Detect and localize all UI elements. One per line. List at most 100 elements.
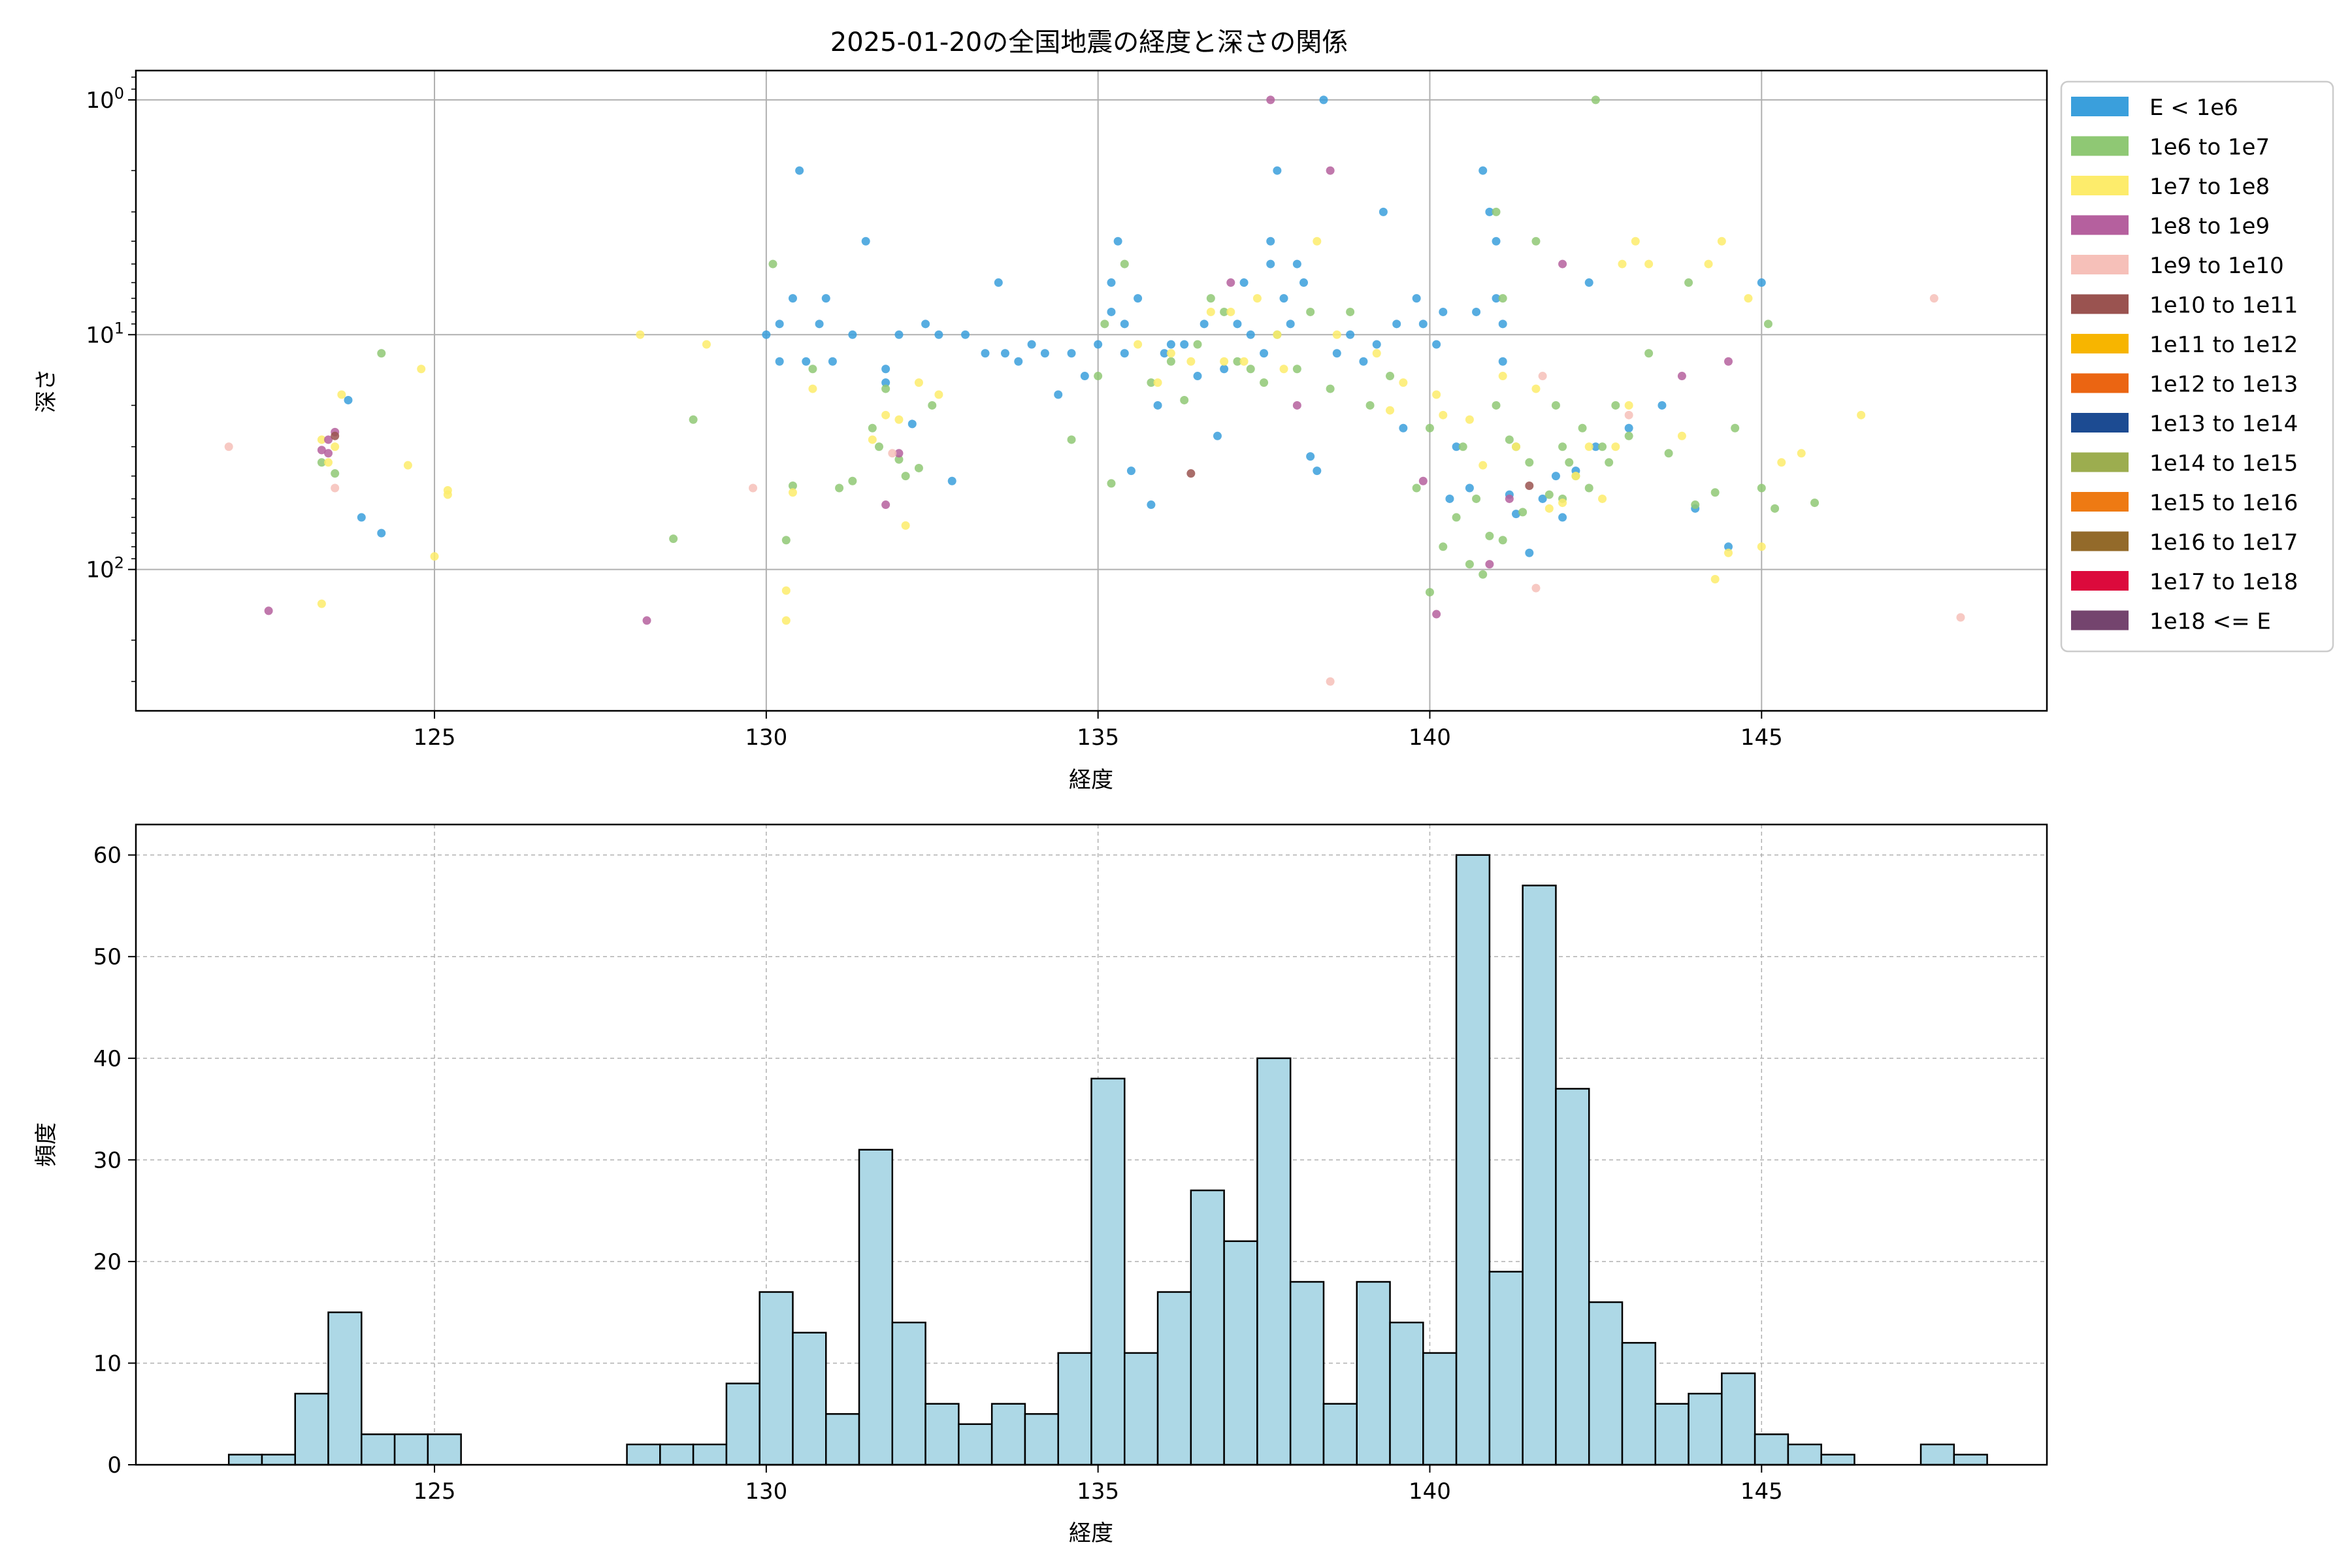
histogram-bar	[1721, 1372, 1756, 1466]
scatter-point	[1498, 372, 1507, 381]
legend-swatch	[2071, 136, 2129, 156]
scatter-point	[775, 319, 784, 329]
scatter-point	[1246, 330, 1255, 339]
histogram-bar	[891, 1321, 926, 1466]
histogram-bar	[990, 1403, 1026, 1466]
scatter-point	[1624, 400, 1633, 410]
scatter-x-axis: 125 130 135 140 145	[414, 711, 1783, 751]
scatter-point	[1771, 504, 1780, 513]
scatter-point	[1478, 166, 1488, 175]
scatter-point	[788, 294, 797, 303]
histogram-bar	[1953, 1454, 1988, 1466]
scatter-point	[1544, 490, 1554, 499]
histogram-bar	[1555, 1088, 1590, 1466]
histogram-y-tick-label: 10	[93, 1350, 122, 1377]
histogram-bar	[1356, 1281, 1391, 1466]
scatter-point	[1857, 410, 1866, 419]
legend-swatch	[2071, 373, 2129, 393]
scatter-point	[1306, 307, 1315, 316]
scatter-point	[1120, 349, 1129, 358]
scatter-point	[1578, 423, 1587, 433]
scatter-point	[1193, 372, 1202, 381]
histogram-bar	[1256, 1057, 1292, 1466]
scatter-point	[921, 319, 930, 329]
scatter-point	[1492, 294, 1501, 303]
legend-label: 1e16 to 1e17	[2149, 530, 2298, 556]
scatter-point	[762, 330, 771, 339]
scatter-point	[1478, 461, 1488, 470]
scatter-point	[1677, 372, 1686, 381]
scatter-point	[1498, 357, 1507, 366]
scatter-point	[1054, 390, 1063, 399]
scatter-point	[914, 378, 923, 387]
scatter-point	[1565, 458, 1574, 467]
legend-swatch	[2071, 571, 2129, 591]
histogram-y-axis-label: 頻度	[33, 1122, 59, 1167]
scatter-point	[868, 423, 877, 433]
scatter-point	[1153, 378, 1162, 387]
scatter-point	[1777, 458, 1786, 467]
scatter-point	[317, 435, 326, 444]
scatter-point	[1134, 294, 1143, 303]
scatter-point	[1512, 442, 1520, 451]
scatter-grid	[136, 71, 2047, 711]
scatter-point	[331, 442, 340, 451]
histogram-bar	[227, 1454, 263, 1466]
scatter-point	[1027, 340, 1036, 349]
scatter-point	[642, 616, 651, 625]
scatter-point	[1757, 483, 1766, 493]
scatter-point	[1810, 498, 1820, 508]
scatter-point	[1425, 423, 1434, 433]
scatter-point	[1386, 406, 1395, 415]
scatter-point	[403, 461, 412, 470]
scatter-point	[934, 330, 943, 339]
scatter-point	[881, 365, 890, 374]
legend-label: 1e12 to 1e13	[2149, 372, 2298, 398]
scatter-x-tick-label: 140	[1409, 725, 1451, 751]
scatter-point	[808, 384, 817, 393]
scatter-point	[1346, 330, 1355, 339]
scatter-point	[1113, 237, 1122, 246]
scatter-point	[1386, 372, 1395, 381]
scatter-point	[1631, 237, 1640, 246]
histogram-bar	[1654, 1403, 1690, 1466]
histogram-bar	[659, 1443, 694, 1466]
scatter-point	[1186, 469, 1196, 478]
scatter-point	[669, 534, 678, 544]
scatter-point	[1213, 431, 1222, 440]
scatter-point	[344, 395, 353, 404]
scatter-point	[907, 419, 917, 429]
scatter-point	[1147, 378, 1156, 387]
scatter-point	[848, 476, 857, 485]
legend-swatch	[2071, 452, 2129, 472]
scatter-point	[1000, 349, 1009, 358]
scatter-point	[868, 435, 877, 444]
scatter-point	[1332, 349, 1341, 358]
scatter-point	[1014, 357, 1023, 366]
scatter-point	[795, 166, 804, 175]
scatter-point	[1372, 349, 1381, 358]
scatter-point	[1239, 278, 1249, 287]
scatter-point	[1531, 583, 1541, 593]
scatter-point	[1147, 500, 1156, 510]
scatter-point	[881, 378, 890, 387]
scatter-point	[1465, 415, 1474, 424]
histogram-bar	[1190, 1189, 1225, 1466]
scatter-point	[1724, 542, 1733, 551]
scatter-point	[1439, 542, 1448, 551]
scatter-point	[1531, 384, 1541, 393]
scatter-point	[1498, 536, 1507, 545]
histogram-y-axis: 0 10 20 30 40 50 60	[93, 843, 136, 1478]
scatter-point	[1644, 259, 1654, 269]
legend-label: 1e7 to 1e8	[2149, 174, 2270, 200]
scatter-point	[1206, 294, 1215, 303]
legend-label: 1e9 to 1e10	[2149, 253, 2284, 279]
scatter-point	[1492, 237, 1501, 246]
scatter-point	[1273, 330, 1282, 339]
histogram-bar	[1688, 1392, 1723, 1466]
scatter-point	[1691, 500, 1700, 510]
scatter-point	[1346, 307, 1355, 316]
legend-swatch	[2071, 294, 2129, 314]
histogram-bar	[958, 1423, 993, 1466]
scatter-point	[430, 552, 439, 561]
